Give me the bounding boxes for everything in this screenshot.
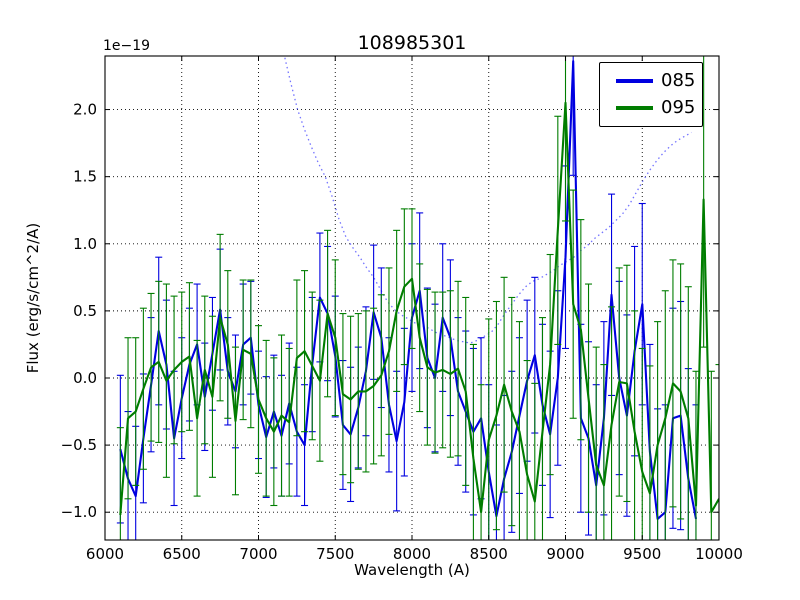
chart-title: 108985301 bbox=[357, 32, 467, 54]
y-tick-label: −0.5 bbox=[61, 436, 97, 454]
y-axis-offset-label: 1e−19 bbox=[103, 38, 151, 54]
x-tick-label: 6500 bbox=[163, 545, 201, 563]
x-tick-label: 8000 bbox=[393, 545, 431, 563]
x-tick-label: 7000 bbox=[239, 545, 277, 563]
legend-entry-085: 085 bbox=[616, 70, 696, 91]
x-tick-label: 10000 bbox=[695, 545, 743, 563]
y-tick-label: 1.0 bbox=[73, 235, 97, 253]
y-tick-label: 1.5 bbox=[73, 168, 97, 186]
legend-label-095: 095 bbox=[661, 96, 696, 118]
series-line-085 bbox=[119, 60, 698, 520]
legend-entry-095: 095 bbox=[616, 96, 696, 118]
y-tick-label: −1.0 bbox=[61, 503, 97, 521]
x-tick-label: 8500 bbox=[470, 545, 508, 563]
noise-dotted-line bbox=[283, 56, 692, 344]
series-line-095 bbox=[119, 101, 719, 515]
y-tick-label: 0.0 bbox=[73, 369, 97, 387]
x-tick-label: 9500 bbox=[623, 545, 661, 563]
y-axis-label: Flux (erg/s/cm^2/A) bbox=[24, 222, 42, 374]
legend: 085 095 bbox=[599, 62, 703, 127]
x-tick-label: 7500 bbox=[316, 545, 354, 563]
series-095 bbox=[116, 56, 719, 540]
plot-data bbox=[116, 56, 719, 540]
y-tick-label: 2.0 bbox=[73, 101, 97, 119]
legend-line-085-icon bbox=[616, 78, 653, 83]
x-tick-label: 6000 bbox=[86, 545, 124, 563]
y-tick-label: 0.5 bbox=[73, 302, 97, 320]
x-tick-label: 9000 bbox=[546, 545, 584, 563]
legend-label-085: 085 bbox=[661, 70, 696, 91]
x-axis-label: Wavelength (A) bbox=[354, 561, 470, 579]
legend-line-095-icon bbox=[616, 105, 653, 110]
